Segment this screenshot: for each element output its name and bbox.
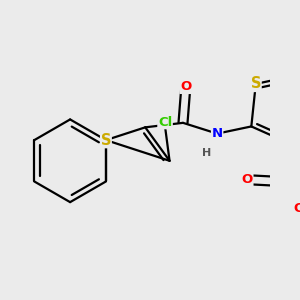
Text: Cl: Cl xyxy=(158,116,172,129)
Text: S: S xyxy=(250,76,261,92)
Text: O: O xyxy=(294,202,300,215)
Text: S: S xyxy=(101,133,111,148)
Text: O: O xyxy=(242,173,253,186)
Text: N: N xyxy=(212,127,223,140)
Text: H: H xyxy=(202,148,211,158)
Text: O: O xyxy=(180,80,191,93)
